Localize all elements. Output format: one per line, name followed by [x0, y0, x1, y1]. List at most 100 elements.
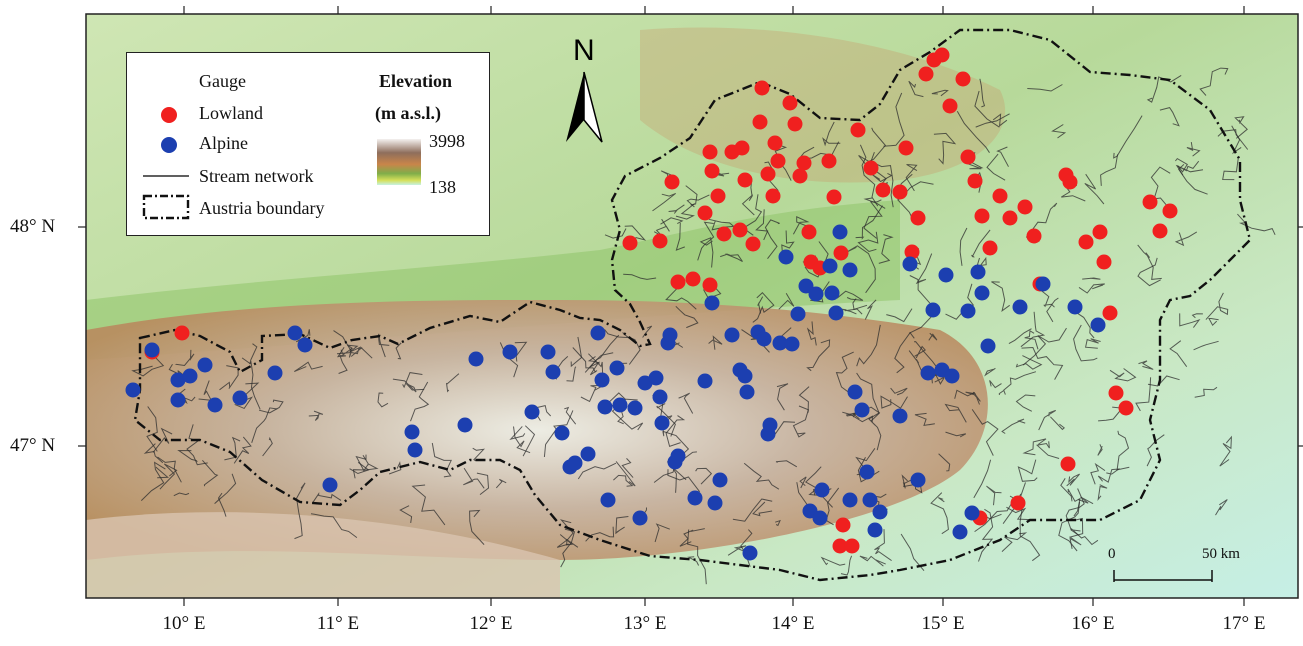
stream-segment — [839, 308, 863, 315]
stream-segment — [217, 492, 227, 517]
stream-segment — [1222, 158, 1239, 181]
stream-segment — [348, 347, 363, 358]
stream-segment — [679, 528, 705, 547]
stream-segment — [675, 222, 685, 251]
stream-segment — [1100, 154, 1119, 186]
lowland-gauge-point — [782, 95, 798, 111]
alpine-gauge-point — [207, 397, 223, 413]
stream-segment — [1146, 74, 1182, 103]
stream-segment — [198, 380, 213, 401]
x-tick-label: 13° E — [623, 613, 667, 634]
stream-segment — [1205, 292, 1229, 320]
lowland-gauge-point — [1017, 199, 1033, 215]
stream-segment — [1067, 488, 1081, 517]
stream-segment — [249, 360, 261, 410]
alpine-gauge-point — [742, 545, 758, 561]
stream-segment — [615, 516, 629, 535]
x-tick-label: 17° E — [1222, 613, 1266, 634]
lowland-gauge-point — [652, 233, 668, 249]
stream-segment — [755, 209, 769, 241]
stream-segment — [806, 321, 817, 346]
stream-segment — [352, 455, 379, 479]
stream-segment — [914, 345, 926, 359]
stream-segment — [1175, 157, 1189, 176]
stream-segment — [900, 533, 925, 572]
stream-segment — [654, 523, 670, 543]
stream-segment — [1001, 418, 1026, 434]
lowland-gauge-point — [1026, 228, 1042, 244]
lowland-gauge-point — [1142, 194, 1158, 210]
alpine-gauge-point — [762, 417, 778, 433]
stream-segment — [463, 467, 485, 489]
stream-segment — [1006, 506, 1031, 521]
stream-segment — [720, 253, 743, 262]
stream-segment — [665, 287, 697, 310]
alpine-gauge-point — [960, 303, 976, 319]
stream-segment — [1146, 434, 1165, 467]
stream-segment — [1017, 459, 1038, 482]
alpine-gauge-point — [554, 425, 570, 441]
stream-segment — [613, 474, 634, 487]
stream-segment — [1008, 328, 1032, 345]
stream-segment — [741, 180, 755, 216]
stream-segment — [174, 349, 195, 367]
alpine-gauge-point — [980, 338, 996, 354]
stream-segment — [930, 492, 949, 535]
alpine-gauge-point — [524, 404, 540, 420]
alpine-gauge-point — [964, 505, 980, 521]
stream-segment — [668, 204, 685, 214]
stream-segment — [1097, 484, 1108, 502]
stream-segment — [262, 436, 273, 457]
stream-segment — [845, 412, 857, 418]
alpine-gauge-point — [567, 455, 583, 471]
lowland-gauge-point — [1002, 210, 1018, 226]
alpine-gauge-point — [597, 399, 613, 415]
alpine-gauge-point — [322, 477, 338, 493]
alpine-gauge-point — [197, 357, 213, 373]
alpine-gauge-point — [697, 373, 713, 389]
x-tick-label: 15° E — [921, 613, 965, 634]
lowland-gauge-point — [967, 173, 983, 189]
stream-segment — [687, 529, 707, 585]
lowland-gauge-point — [716, 226, 732, 242]
stream-segment — [1174, 231, 1198, 247]
stream-segment — [1150, 166, 1171, 209]
stream-segment — [842, 411, 873, 423]
lowland-gauge-point — [710, 188, 726, 204]
stream-line-icon — [143, 175, 189, 177]
alpine-gauge-point — [1090, 317, 1106, 333]
stream-segment — [476, 472, 490, 495]
lowland-gauge-point — [904, 244, 920, 260]
stream-segment — [852, 298, 868, 311]
stream-segment — [152, 427, 173, 453]
stream-segment — [820, 556, 846, 566]
stream-segment — [996, 146, 1009, 167]
stream-segment — [858, 127, 887, 170]
stream-segment — [1021, 346, 1064, 380]
alpine-gauge-point — [814, 482, 830, 498]
stream-segment — [792, 405, 810, 438]
alpine-gauge-point — [832, 224, 848, 240]
stream-segment — [509, 426, 526, 440]
lowland-gauge-point — [664, 174, 680, 190]
map-legend: Gauge Lowland Alpine Stream network Aust… — [126, 52, 490, 236]
lowland-gauge-point — [1102, 305, 1118, 321]
legend-boundary-label: Austria boundary — [199, 198, 325, 218]
stream-segment — [186, 424, 208, 466]
stream-segment — [258, 399, 284, 414]
stream-segment — [660, 217, 684, 225]
stream-segment — [928, 332, 938, 341]
stream-segment — [1050, 416, 1065, 431]
alpine-gauge-point — [662, 327, 678, 343]
x-tick-label: 10° E — [162, 613, 206, 634]
alpine-gauge-point — [654, 415, 670, 431]
stream-segment — [874, 529, 892, 562]
legend-elevation-unit: (m a.s.l.) — [375, 103, 441, 123]
stream-segment — [469, 509, 485, 545]
alpine-gauge-point — [828, 305, 844, 321]
stream-segment — [836, 290, 864, 301]
alpine-gauge-point — [407, 442, 423, 458]
stream-segment — [308, 410, 324, 421]
austria-boundary — [133, 28, 1252, 582]
lowland-gauge-point — [732, 222, 748, 238]
